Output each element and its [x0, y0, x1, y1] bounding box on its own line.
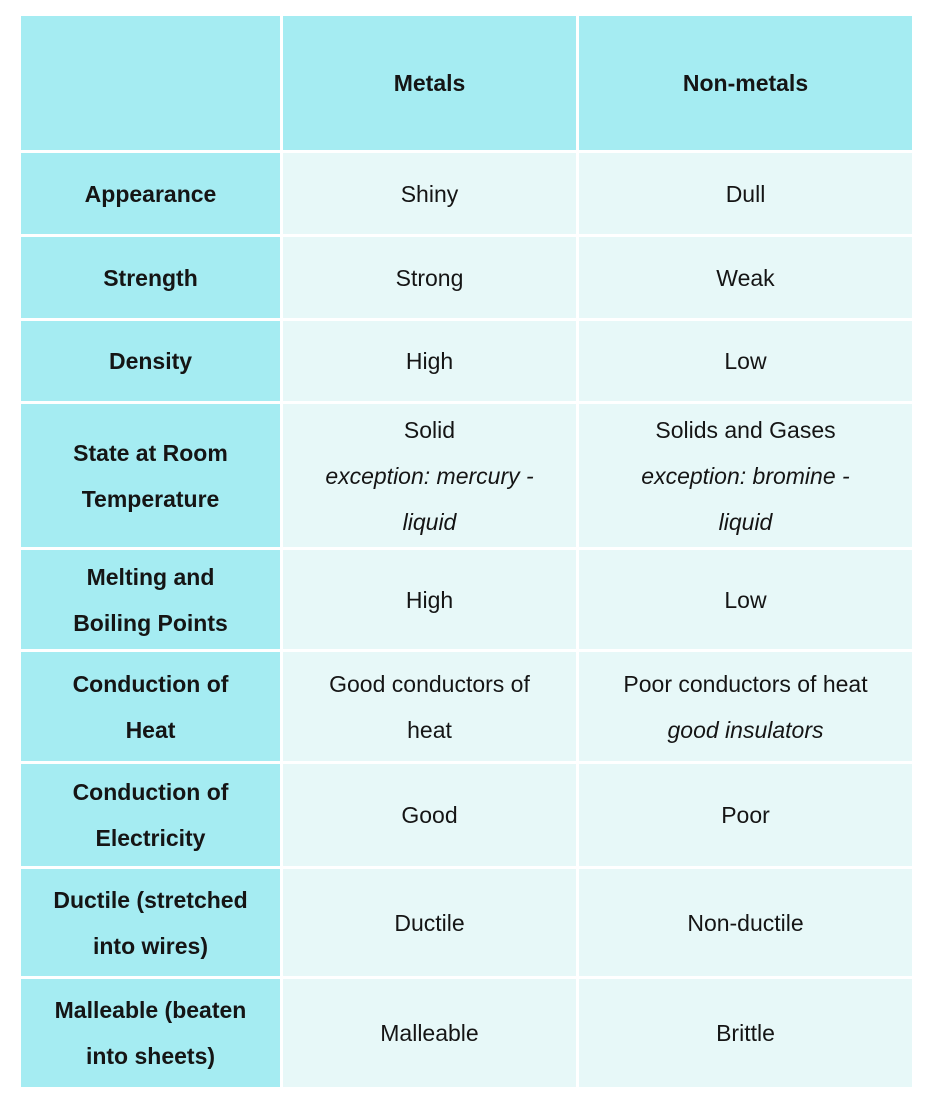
table-row: Density High Low [18, 318, 915, 404]
property-cell: Appearance [18, 150, 283, 237]
cell-text: Malleable [380, 1020, 479, 1046]
cell-text: Solids and Gases [655, 416, 836, 443]
header-cell-nonmetals: Non-metals [576, 13, 915, 153]
cell-note: exception: mercury - liquid [325, 462, 534, 535]
property-cell: State at Room Temperature [18, 401, 283, 550]
property-cell: Malleable (beaten into sheets) [18, 976, 283, 1090]
property-cell: Ductile (stretched into wires) [18, 866, 283, 979]
metals-cell: Solid exception: mercury - liquid [280, 401, 579, 550]
cell-text: Poor [721, 802, 770, 828]
cell-text: High [405, 586, 454, 613]
nonmetals-cell: Brittle [576, 976, 915, 1090]
property-cell: Density [18, 318, 283, 404]
metals-cell: High [280, 547, 579, 652]
nonmetals-cell: Poor conductors of heat good insulators [576, 649, 915, 764]
table-row: Ductile (stretched into wires) Ductile Non… [18, 866, 915, 979]
cell-text: Solid [403, 416, 456, 443]
metals-cell: High [280, 318, 579, 404]
metals-cell: Good [280, 761, 579, 869]
table-row: Malleable (beaten into sheets) Malleable B… [18, 976, 915, 1090]
cell-text: Dull [725, 180, 766, 207]
cell-text: Strong [395, 264, 464, 291]
metals-nonmetals-comparison-table: Metals Non-metals Appearance Shiny Dull Str… [18, 13, 915, 1090]
nonmetals-cell: Low [576, 318, 915, 404]
nonmetals-cell: Solids and Gases exception: bromine - liq… [576, 401, 915, 550]
nonmetals-cell: Weak [576, 234, 915, 321]
property-cell: Conduction of Electricity [18, 761, 283, 869]
table-row: Conduction of Heat Good conductors of hea… [18, 649, 915, 764]
header-cell-empty [18, 13, 283, 153]
cell-text: Good [401, 802, 458, 828]
table-row: Strength Strong Weak [18, 234, 915, 321]
nonmetals-cell: Dull [576, 150, 915, 237]
property-cell: Melting and Boiling Points [18, 547, 283, 652]
table-row: Conduction of Electricity Good Poor [18, 761, 915, 869]
property-cell: Strength [18, 234, 283, 321]
cell-text: Ductile [394, 909, 465, 936]
cell-text: Good conductors of heat [329, 670, 530, 743]
metals-cell: Malleable [280, 976, 579, 1090]
header-row: Metals Non-metals [18, 13, 915, 153]
header-cell-metals: Metals [280, 13, 579, 153]
cell-text: Brittle [716, 1020, 775, 1046]
metals-cell: Good conductors of heat [280, 649, 579, 764]
cell-text: Weak [716, 264, 775, 291]
cell-text: Non-ductile [687, 909, 804, 936]
property-cell: Conduction of Heat [18, 649, 283, 764]
nonmetals-cell: Poor [576, 761, 915, 869]
metals-cell: Strong [280, 234, 579, 321]
table-row: Appearance Shiny Dull [18, 150, 915, 237]
metals-cell: Ductile [280, 866, 579, 979]
metals-cell: Shiny [280, 150, 579, 237]
cell-text: Poor conductors of heat [623, 670, 868, 697]
table-row: State at Room Temperature Solid exception:… [18, 401, 915, 550]
cell-text: High [405, 348, 454, 374]
cell-note: good insulators [667, 716, 824, 743]
nonmetals-cell: Non-ductile [576, 866, 915, 979]
table-body: Appearance Shiny Dull Strength Strong Weak Den… [18, 150, 915, 1090]
cell-text: Low [724, 348, 767, 374]
cell-text: Shiny [400, 180, 459, 207]
cell-text: Low [724, 586, 767, 613]
nonmetals-cell: Low [576, 547, 915, 652]
cell-note: exception: bromine - liquid [641, 462, 850, 535]
table-row: Melting and Boiling Points High Low [18, 547, 915, 652]
